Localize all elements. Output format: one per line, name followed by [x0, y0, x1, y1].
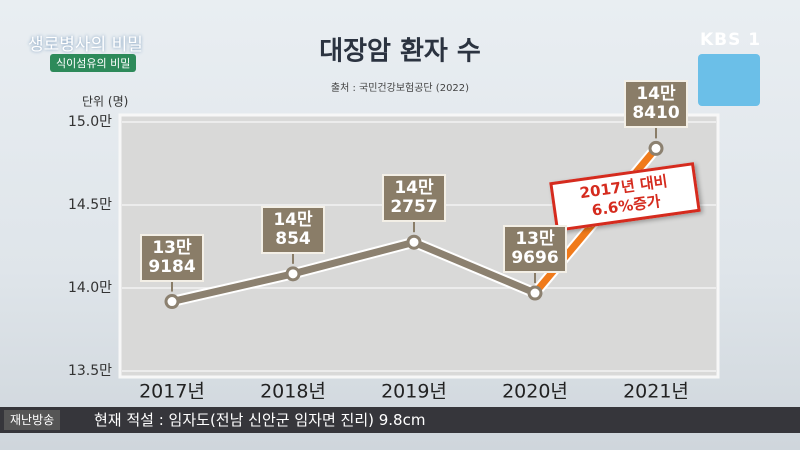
y-axis-label: 단위 (명) — [82, 95, 128, 109]
point — [164, 294, 180, 310]
value-label: 13만 9184 — [140, 233, 204, 282]
value-label: 14만 8410 — [624, 80, 688, 129]
value-label: 14만 2757 — [382, 174, 446, 223]
point — [285, 266, 301, 282]
point — [406, 234, 422, 250]
x-tick-label: 2017년 — [139, 381, 205, 403]
x-tick-label: 2021년 — [623, 381, 689, 403]
ticker-label: 재난방송 — [4, 410, 61, 430]
value-label: 14만 854 — [261, 205, 325, 254]
chart-title: 대장암 환자 수 — [319, 37, 481, 67]
y-tick-label: 15.0만 — [68, 114, 112, 130]
weather-icon — [698, 54, 760, 106]
value-label: 13만 9696 — [503, 225, 567, 274]
ticker-text: 현재 적설 : 임자도(전남 신안군 임자면 진리) 9.8cm — [94, 411, 426, 429]
line — [171, 238, 537, 305]
program-title: 생로병사의 비밀 — [28, 35, 143, 55]
y-tick-label: 14.0만 — [68, 280, 112, 296]
x-tick-label: 2019년 — [381, 381, 447, 403]
point — [527, 285, 543, 301]
chart-subtitle: 출처 : 국민건강보험공단 (2022) — [331, 82, 469, 94]
x-tick-label: 2020년 — [502, 381, 568, 403]
x-tick-label: 2018년 — [260, 381, 326, 403]
y-tick-label: 13.5만 — [68, 363, 112, 379]
channel-logo: KBS 1 — [700, 30, 762, 50]
episode-title: 식이섬유의 비밀 — [50, 54, 137, 72]
y-tick-label: 14.5만 — [68, 197, 112, 213]
ticker-bar — [0, 407, 800, 433]
point — [648, 140, 664, 156]
